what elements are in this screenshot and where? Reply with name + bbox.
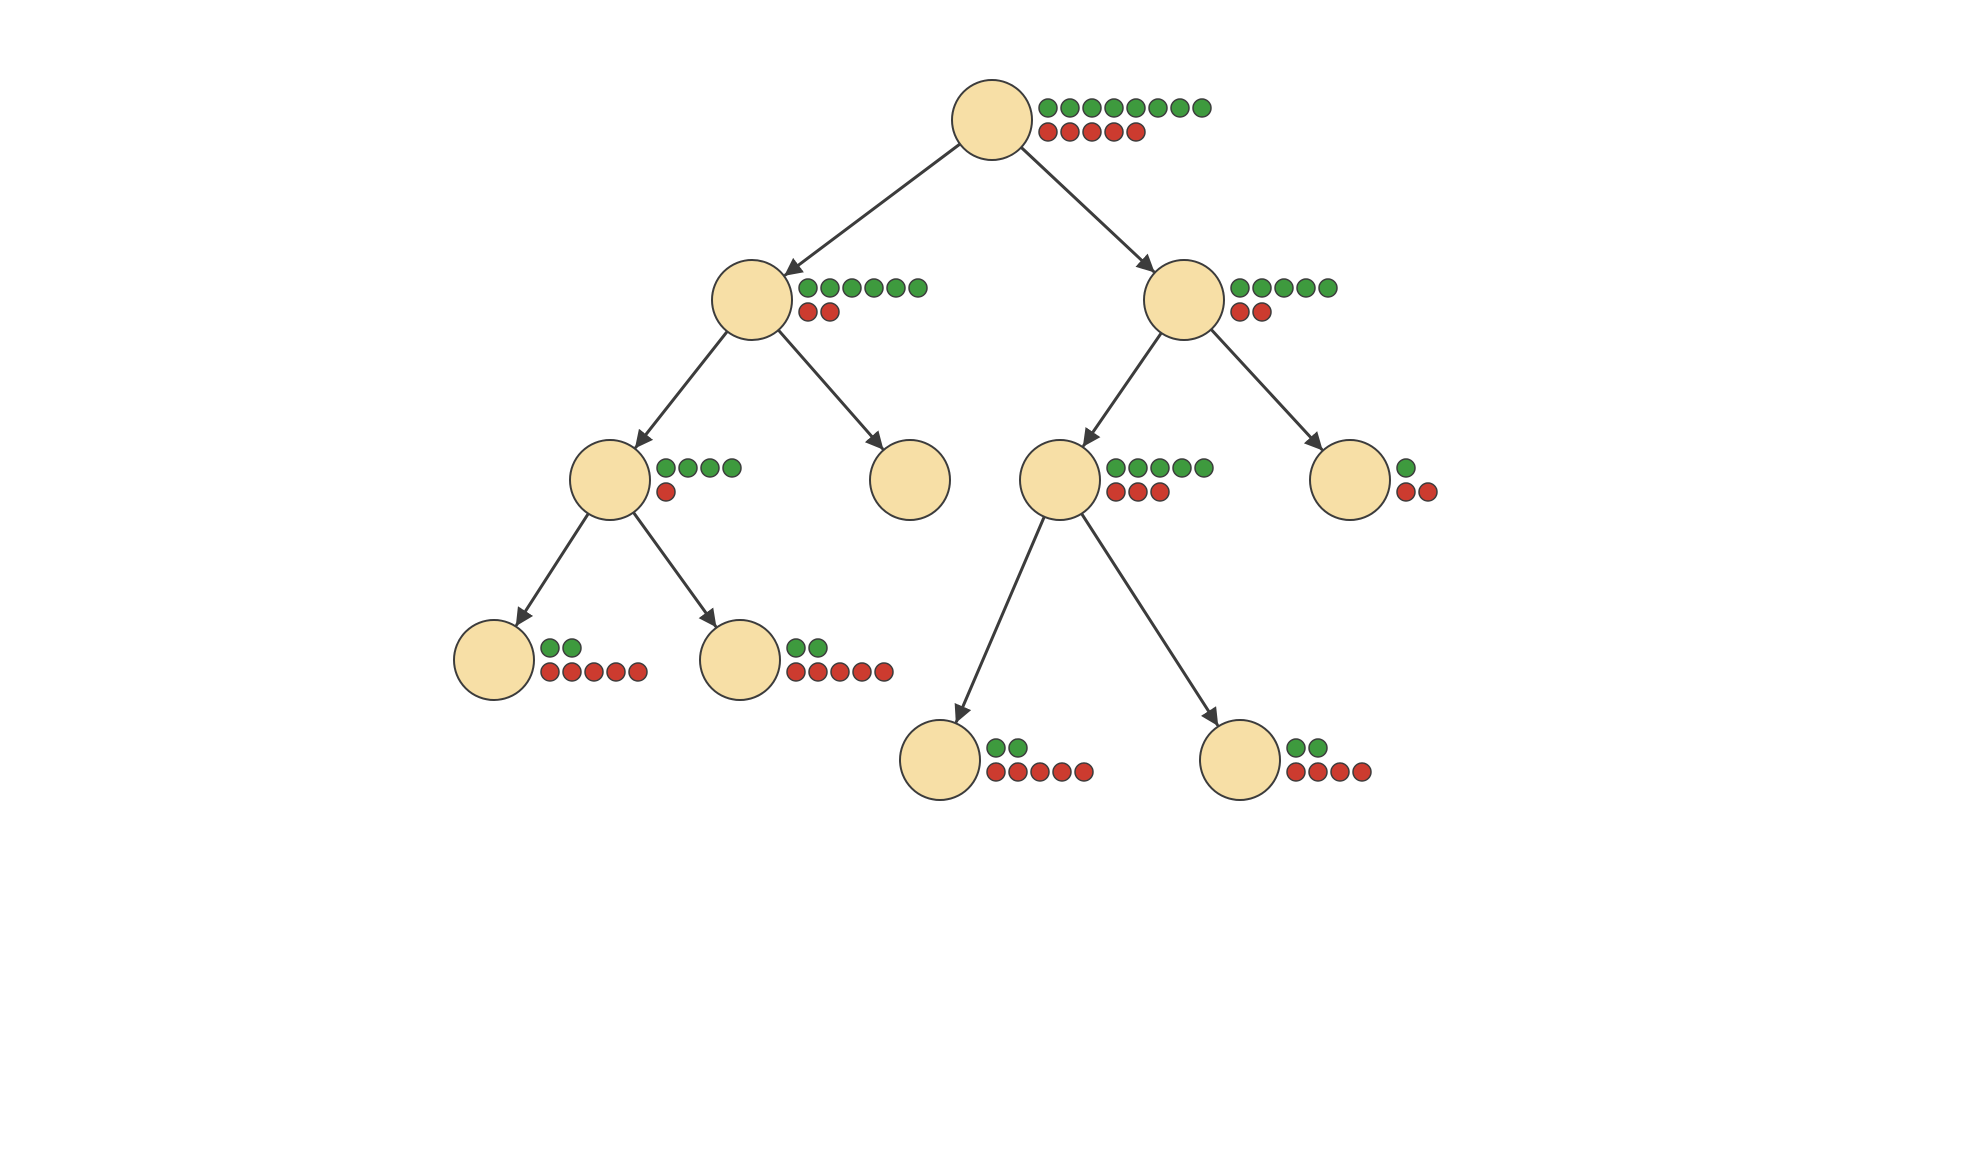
green-dot-icon xyxy=(799,279,817,297)
red-dot-icon xyxy=(1287,763,1305,781)
red-dot-icon xyxy=(1397,483,1415,501)
red-dot-icon xyxy=(1107,483,1125,501)
green-dot-icon xyxy=(679,459,697,477)
tree-node xyxy=(952,80,1032,160)
tree-node xyxy=(870,440,950,520)
red-dot-icon xyxy=(1419,483,1437,501)
green-dot-icon xyxy=(1253,279,1271,297)
red-dot-icon xyxy=(657,483,675,501)
green-dot-icon xyxy=(1173,459,1191,477)
green-dot-icon xyxy=(1151,459,1169,477)
tree-edge xyxy=(1021,147,1153,271)
red-dot-icon xyxy=(1151,483,1169,501)
red-dot-icon xyxy=(1075,763,1093,781)
tree-diagram xyxy=(0,0,1984,1152)
green-dot-icon xyxy=(987,739,1005,757)
green-dot-icon xyxy=(1275,279,1293,297)
red-dot-icon xyxy=(1009,763,1027,781)
green-dot-icon xyxy=(1171,99,1189,117)
red-dot-icon xyxy=(875,663,893,681)
red-dot-icon xyxy=(799,303,817,321)
red-dot-icon xyxy=(1105,123,1123,141)
tree-edge xyxy=(778,330,882,448)
green-dot-icon xyxy=(909,279,927,297)
tree-node xyxy=(712,260,792,340)
tree-edge xyxy=(1211,329,1321,449)
green-dot-icon xyxy=(1193,99,1211,117)
tree-node xyxy=(1144,260,1224,340)
red-dot-icon xyxy=(1231,303,1249,321)
tree-edge xyxy=(957,517,1045,722)
green-dot-icon xyxy=(809,639,827,657)
green-dot-icon xyxy=(1397,459,1415,477)
red-dot-icon xyxy=(1031,763,1049,781)
edges-layer xyxy=(517,144,1322,725)
green-dot-icon xyxy=(887,279,905,297)
red-dot-icon xyxy=(809,663,827,681)
green-dot-icon xyxy=(1309,739,1327,757)
green-dot-icon xyxy=(787,639,805,657)
red-dot-icon xyxy=(787,663,805,681)
red-dot-icon xyxy=(1331,763,1349,781)
tree-edge xyxy=(517,514,589,625)
red-dot-icon xyxy=(1127,123,1145,141)
tree-node xyxy=(700,620,780,700)
green-dot-icon xyxy=(541,639,559,657)
red-dot-icon xyxy=(853,663,871,681)
tree-node xyxy=(1200,720,1280,800)
green-dot-icon xyxy=(843,279,861,297)
green-dot-icon xyxy=(865,279,883,297)
red-dot-icon xyxy=(1061,123,1079,141)
tree-node xyxy=(1310,440,1390,520)
tree-edge xyxy=(786,144,960,275)
green-dot-icon xyxy=(1129,459,1147,477)
green-dot-icon xyxy=(1231,279,1249,297)
green-dot-icon xyxy=(1287,739,1305,757)
green-dot-icon xyxy=(563,639,581,657)
tree-edge xyxy=(633,512,715,626)
red-dot-icon xyxy=(1309,763,1327,781)
tree-node xyxy=(1020,440,1100,520)
green-dot-icon xyxy=(1107,459,1125,477)
tree-edge xyxy=(636,331,727,447)
dots-layer xyxy=(541,99,1437,781)
red-dot-icon xyxy=(987,763,1005,781)
green-dot-icon xyxy=(657,459,675,477)
red-dot-icon xyxy=(821,303,839,321)
green-dot-icon xyxy=(1319,279,1337,297)
green-dot-icon xyxy=(1009,739,1027,757)
red-dot-icon xyxy=(585,663,603,681)
green-dot-icon xyxy=(1149,99,1167,117)
green-dot-icon xyxy=(1083,99,1101,117)
green-dot-icon xyxy=(723,459,741,477)
red-dot-icon xyxy=(1253,303,1271,321)
green-dot-icon xyxy=(1105,99,1123,117)
red-dot-icon xyxy=(1039,123,1057,141)
tree-node xyxy=(454,620,534,700)
green-dot-icon xyxy=(1195,459,1213,477)
green-dot-icon xyxy=(1061,99,1079,117)
tree-node xyxy=(900,720,980,800)
red-dot-icon xyxy=(607,663,625,681)
green-dot-icon xyxy=(1039,99,1057,117)
red-dot-icon xyxy=(1053,763,1071,781)
green-dot-icon xyxy=(821,279,839,297)
red-dot-icon xyxy=(563,663,581,681)
red-dot-icon xyxy=(1129,483,1147,501)
tree-edge xyxy=(1082,514,1218,725)
green-dot-icon xyxy=(701,459,719,477)
red-dot-icon xyxy=(1353,763,1371,781)
green-dot-icon xyxy=(1127,99,1145,117)
green-dot-icon xyxy=(1297,279,1315,297)
red-dot-icon xyxy=(831,663,849,681)
red-dot-icon xyxy=(629,663,647,681)
red-dot-icon xyxy=(541,663,559,681)
red-dot-icon xyxy=(1083,123,1101,141)
nodes-layer xyxy=(454,80,1390,800)
tree-edge xyxy=(1084,333,1161,445)
tree-node xyxy=(570,440,650,520)
